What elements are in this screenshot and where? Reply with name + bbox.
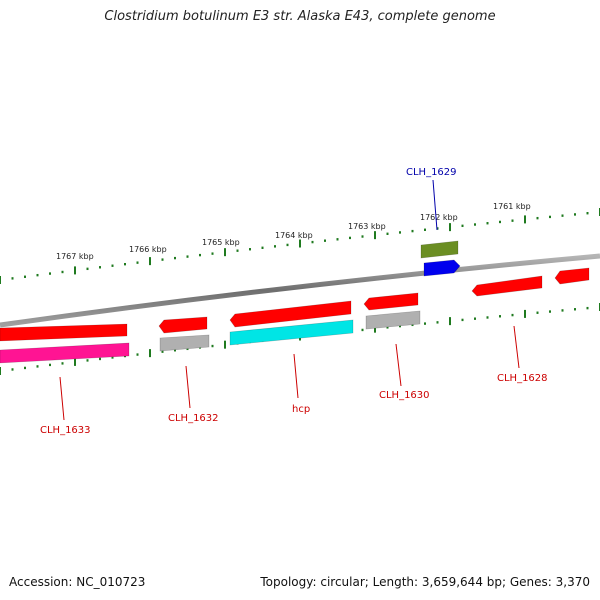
gene-feature-f4[interactable] bbox=[159, 334, 210, 352]
gene-label-clh-1629: CLH_1629 bbox=[406, 167, 457, 178]
gene-feature-f9[interactable] bbox=[471, 275, 543, 297]
accession-text: Accession: NC_010723 bbox=[9, 575, 146, 589]
gene-feature-f2[interactable] bbox=[0, 342, 130, 364]
gene-feature-f11[interactable] bbox=[420, 240, 459, 259]
tick-label-1765: 1765 kbp bbox=[202, 238, 240, 247]
map-title: Clostridium botulinum E3 str. Alaska E43… bbox=[104, 9, 496, 24]
gene-label-clh-1628: CLH_1628 bbox=[497, 373, 548, 384]
genome-summary-text: Topology: circular; Length: 3,659,644 bp… bbox=[260, 575, 590, 589]
gene-label-clh-1633: CLH_1633 bbox=[40, 425, 91, 436]
tick-label-1767: 1767 kbp bbox=[56, 252, 94, 261]
gene-feature-f6[interactable] bbox=[229, 319, 354, 346]
gene-feature-f5[interactable] bbox=[229, 300, 352, 328]
gene-feature-f10[interactable] bbox=[554, 267, 590, 285]
gene-feature-f8[interactable] bbox=[365, 310, 421, 330]
leader-lines bbox=[59, 179, 520, 421]
gene-label-clh-1632: CLH_1632 bbox=[168, 413, 219, 424]
gene-feature-f7[interactable] bbox=[363, 292, 419, 311]
tick-label-1761: 1761 kbp bbox=[493, 202, 531, 211]
gene-label-clh-1630: CLH_1630 bbox=[379, 390, 430, 401]
tick-label-1766: 1766 kbp bbox=[129, 245, 167, 254]
gene-feature-f12[interactable] bbox=[423, 259, 461, 277]
tick-label-1762: 1762 kbp bbox=[420, 213, 458, 222]
tick-label-1763: 1763 kbp bbox=[348, 222, 386, 231]
gene-feature-f3[interactable] bbox=[158, 316, 208, 334]
gene-label-hcp: hcp bbox=[292, 404, 310, 415]
gene-features bbox=[0, 240, 590, 364]
scale-track-upper bbox=[0, 208, 600, 284]
gene-feature-f1[interactable] bbox=[0, 323, 128, 342]
genome-backbone bbox=[0, 253, 600, 328]
tick-label-1764: 1764 kbp bbox=[275, 231, 313, 240]
